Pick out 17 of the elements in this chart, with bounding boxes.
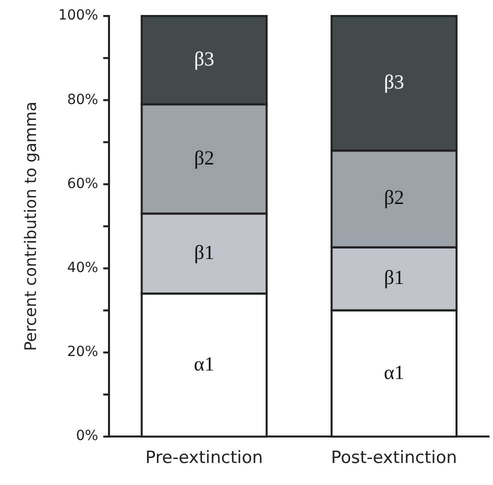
text: β1	[194, 242, 214, 264]
series-label: β1	[384, 267, 404, 290]
text: β2	[194, 147, 214, 170]
text: β3	[384, 72, 404, 94]
y-tick-label: 40%	[67, 260, 98, 276]
y-tick-label: 20%	[67, 344, 98, 360]
series-label: α1	[384, 362, 404, 384]
y-axis-title: Percent contribution to gamma	[20, 102, 40, 352]
text: α1	[194, 353, 214, 376]
y-tick-label: 0%	[76, 428, 98, 444]
y-tick-label: 100%	[58, 8, 98, 24]
x-tick-label: Post-extinction	[331, 448, 458, 468]
x-tick-label: Pre-extinction	[145, 448, 263, 468]
series-label: β3	[194, 48, 214, 70]
series-label: β2	[384, 187, 404, 210]
y-tick-label: 60%	[67, 176, 98, 192]
y-tick-label: 80%	[67, 92, 98, 108]
